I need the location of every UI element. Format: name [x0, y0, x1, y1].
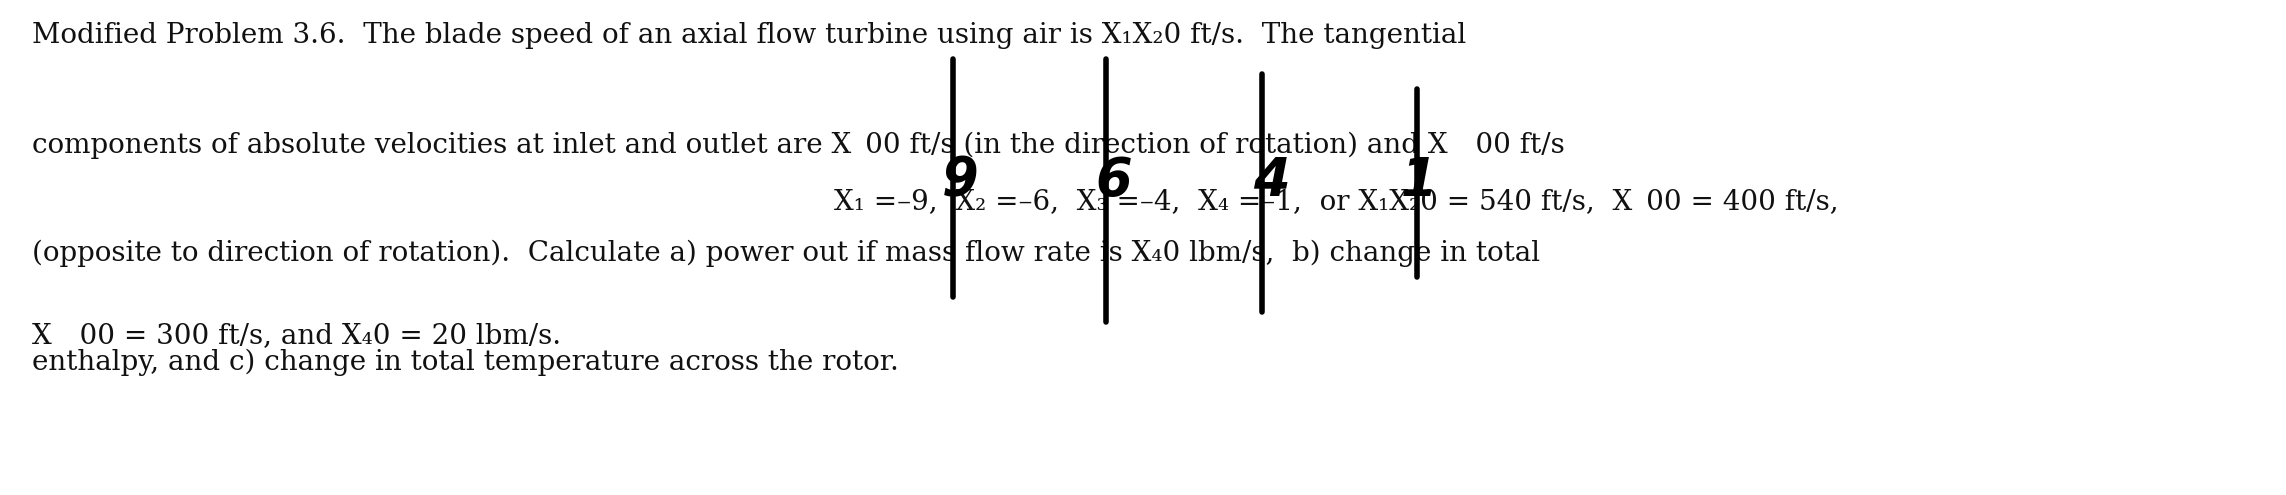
Text: 1: 1 — [1401, 154, 1438, 207]
Text: X 00 = 300 ft/s, and X₄0 = 20 lbm/s.: X 00 = 300 ft/s, and X₄0 = 20 lbm/s. — [32, 322, 560, 349]
Text: Modified Problem 3.6.  The blade speed of an axial flow turbine using air is X₁X: Modified Problem 3.6. The blade speed of… — [32, 22, 1465, 50]
Text: X₁ =–9,  X₂ =–6,  X₃ =–4,  X₄ =–1,  or X₁X₂0 = 540 ft/s,  X 00 = 400 ft/s,: X₁ =–9, X₂ =–6, X₃ =–4, X₄ =–1, or X₁X₂0… — [834, 188, 1838, 215]
Text: 9: 9 — [942, 154, 978, 207]
Text: 6: 6 — [1095, 154, 1132, 207]
Text: 4: 4 — [1253, 154, 1289, 207]
Text: components of absolute velocities at inlet and outlet are X 00 ft/s (in the dire: components of absolute velocities at inl… — [32, 131, 1564, 158]
Text: (opposite to direction of rotation).  Calculate a) power out if mass flow rate i: (opposite to direction of rotation). Cal… — [32, 240, 1541, 267]
Text: enthalpy, and c) change in total temperature across the rotor.: enthalpy, and c) change in total tempera… — [32, 349, 898, 376]
